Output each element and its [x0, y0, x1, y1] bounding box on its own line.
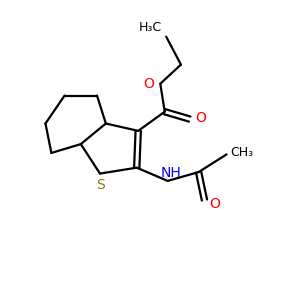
Text: O: O: [209, 197, 220, 212]
Text: S: S: [96, 178, 105, 192]
Text: O: O: [144, 77, 154, 91]
Text: O: O: [196, 111, 206, 124]
Text: H₃C: H₃C: [138, 21, 162, 34]
Text: NH: NH: [160, 166, 181, 180]
Text: CH₃: CH₃: [230, 146, 254, 159]
